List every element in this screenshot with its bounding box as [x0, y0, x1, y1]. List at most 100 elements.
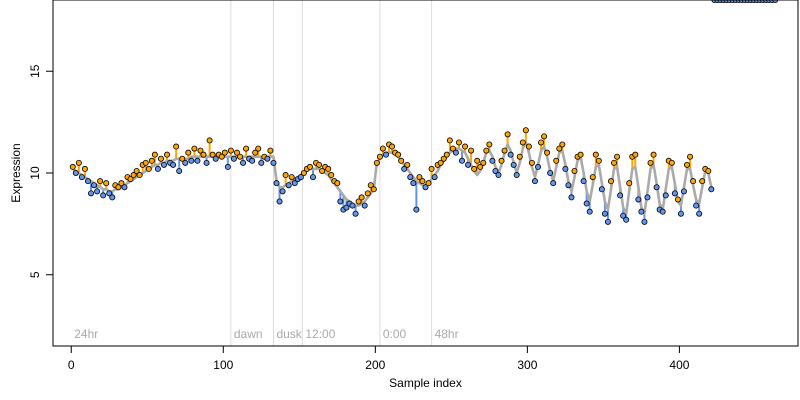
data-point — [81, 165, 88, 172]
observed-points — [69, 0, 779, 225]
phase-label: 0:00 — [383, 327, 407, 341]
y-tick-label: 10 — [28, 166, 42, 180]
data-point — [565, 182, 572, 189]
data-point — [334, 180, 341, 187]
data-point — [309, 174, 316, 181]
data-point — [650, 151, 657, 158]
data-point — [519, 139, 526, 146]
x-tick-label: 0 — [68, 358, 75, 372]
data-point — [103, 180, 110, 187]
y-axis: 5 10 15 — [28, 64, 54, 278]
data-point — [75, 159, 82, 166]
data-point — [84, 178, 91, 185]
data-point — [440, 155, 447, 162]
data-point — [528, 159, 535, 166]
data-point — [696, 210, 703, 217]
data-point — [705, 167, 712, 174]
data-point — [233, 149, 240, 156]
data-point — [562, 165, 569, 172]
data-point — [179, 155, 186, 162]
data-point — [69, 163, 76, 170]
data-point — [237, 153, 244, 160]
data-point — [595, 157, 602, 164]
data-point — [78, 174, 85, 181]
y-axis-title: Expression — [9, 143, 23, 202]
data-point — [148, 157, 155, 164]
x-tick-label: 200 — [365, 358, 385, 372]
data-point — [425, 180, 432, 187]
data-point — [559, 141, 566, 148]
data-point — [328, 172, 335, 179]
data-point — [611, 159, 618, 166]
data-point — [270, 159, 277, 166]
data-point — [604, 218, 611, 225]
data-point — [620, 212, 627, 219]
data-point — [550, 180, 557, 187]
data-point — [428, 165, 435, 172]
data-point — [404, 161, 411, 168]
data-point — [468, 147, 475, 154]
phase-label: dusk — [276, 327, 302, 341]
data-point — [352, 210, 359, 217]
data-point — [367, 182, 374, 189]
data-point — [416, 174, 423, 181]
data-point — [510, 161, 517, 168]
data-point — [513, 172, 520, 179]
data-point — [319, 167, 326, 174]
data-point — [477, 163, 484, 170]
data-point — [291, 180, 298, 187]
data-point — [160, 161, 167, 168]
data-point — [142, 159, 149, 166]
data-point — [358, 194, 365, 201]
data-point — [164, 151, 171, 158]
data-point — [373, 159, 380, 166]
data-point — [279, 188, 286, 195]
data-point — [446, 137, 453, 144]
data-point — [583, 200, 590, 207]
data-point — [495, 172, 502, 179]
data-point — [641, 218, 648, 225]
data-point — [522, 127, 529, 134]
data-point — [598, 186, 605, 193]
data-point — [276, 198, 283, 205]
data-point — [592, 151, 599, 158]
data-point — [401, 165, 408, 172]
data-point — [325, 165, 332, 172]
data-point — [154, 165, 161, 172]
data-point — [568, 194, 575, 201]
data-point — [437, 159, 444, 166]
data-point — [200, 151, 207, 158]
data-point — [206, 137, 213, 144]
data-point — [133, 167, 140, 174]
data-point — [671, 190, 678, 197]
data-point — [194, 157, 201, 164]
data-point — [227, 147, 234, 154]
phase-label: 48hr — [435, 327, 459, 341]
data-point — [662, 192, 669, 199]
data-point — [690, 178, 697, 185]
data-point — [170, 161, 177, 168]
data-point — [100, 192, 107, 199]
data-point — [288, 174, 295, 181]
data-point — [130, 172, 137, 179]
data-point — [507, 151, 514, 158]
data-point — [772, 0, 779, 3]
data-point — [693, 202, 700, 209]
data-point — [492, 167, 499, 174]
data-point — [88, 190, 95, 197]
data-point — [94, 188, 101, 195]
data-point — [626, 180, 633, 187]
data-point — [382, 151, 389, 158]
data-point — [422, 184, 429, 191]
data-point — [197, 147, 204, 154]
data-point — [182, 159, 189, 166]
data-point — [118, 180, 125, 187]
data-point — [282, 172, 289, 179]
data-point — [297, 174, 304, 181]
data-point — [173, 143, 180, 150]
data-point — [106, 190, 113, 197]
data-point — [623, 216, 630, 223]
data-point — [465, 161, 472, 168]
data-point — [240, 159, 247, 166]
